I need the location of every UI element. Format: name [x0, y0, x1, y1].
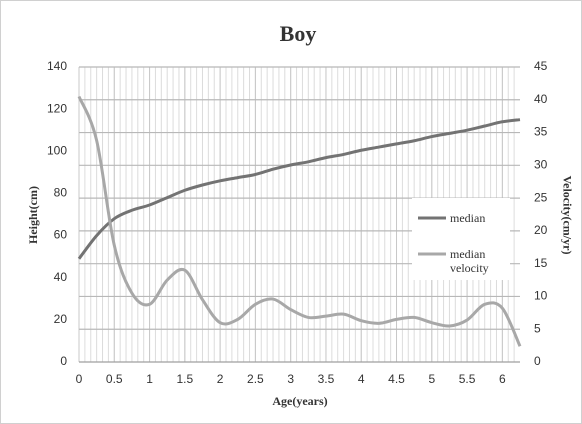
x-tick-label: 4.5: [388, 372, 405, 386]
x-tick-label: 3.5: [318, 372, 335, 386]
x-tick-label: 1: [146, 372, 153, 386]
y2-tick-label: 15: [534, 256, 548, 270]
y-tick-label: 60: [54, 228, 68, 242]
y2-tick-label: 0: [534, 354, 541, 368]
chart-title: Boy: [280, 21, 317, 46]
y2-tick-label: 30: [534, 158, 548, 172]
x-tick-label: 1.5: [176, 372, 193, 386]
y-tick-label: 20: [54, 312, 68, 326]
x-tick-label: 6: [499, 372, 506, 386]
y2-tick-label: 45: [534, 59, 548, 73]
y-tick-label: 100: [47, 143, 67, 157]
y-tick-label: 140: [47, 59, 67, 73]
y2-tick-label: 40: [534, 92, 548, 106]
x-tick-label: 2.5: [247, 372, 264, 386]
y-axis-label: Height(cm): [26, 186, 40, 244]
legend-box: [412, 198, 510, 280]
y2-tick-label: 35: [534, 125, 548, 139]
series-line: [77, 95, 522, 347]
y2-tick-label: 20: [534, 223, 548, 237]
x-tick-label: 5.5: [459, 372, 476, 386]
x-tick-label: 3: [287, 372, 294, 386]
x-tick-label: 5: [428, 372, 435, 386]
legend-label: median: [450, 211, 486, 225]
x-axis-label: Age(years): [272, 394, 327, 408]
y2-tick-label: 25: [534, 190, 548, 204]
series-line: [77, 118, 521, 260]
y2-tick-label: 10: [534, 289, 548, 303]
y-tick-label: 80: [54, 186, 68, 200]
x-tick-label: 2: [217, 372, 224, 386]
y-tick-label: 40: [54, 270, 68, 284]
y2-axis-label: Velocity(cm/yr): [560, 176, 574, 255]
y-tick-label: 120: [47, 101, 67, 115]
y-tick-label: 0: [60, 354, 67, 368]
x-tick-label: 0: [76, 372, 83, 386]
x-tick-label: 4: [358, 372, 365, 386]
x-tick-label: 0.5: [106, 372, 123, 386]
legend-label: median velocity: [450, 247, 489, 275]
y2-tick-label: 5: [534, 321, 541, 335]
